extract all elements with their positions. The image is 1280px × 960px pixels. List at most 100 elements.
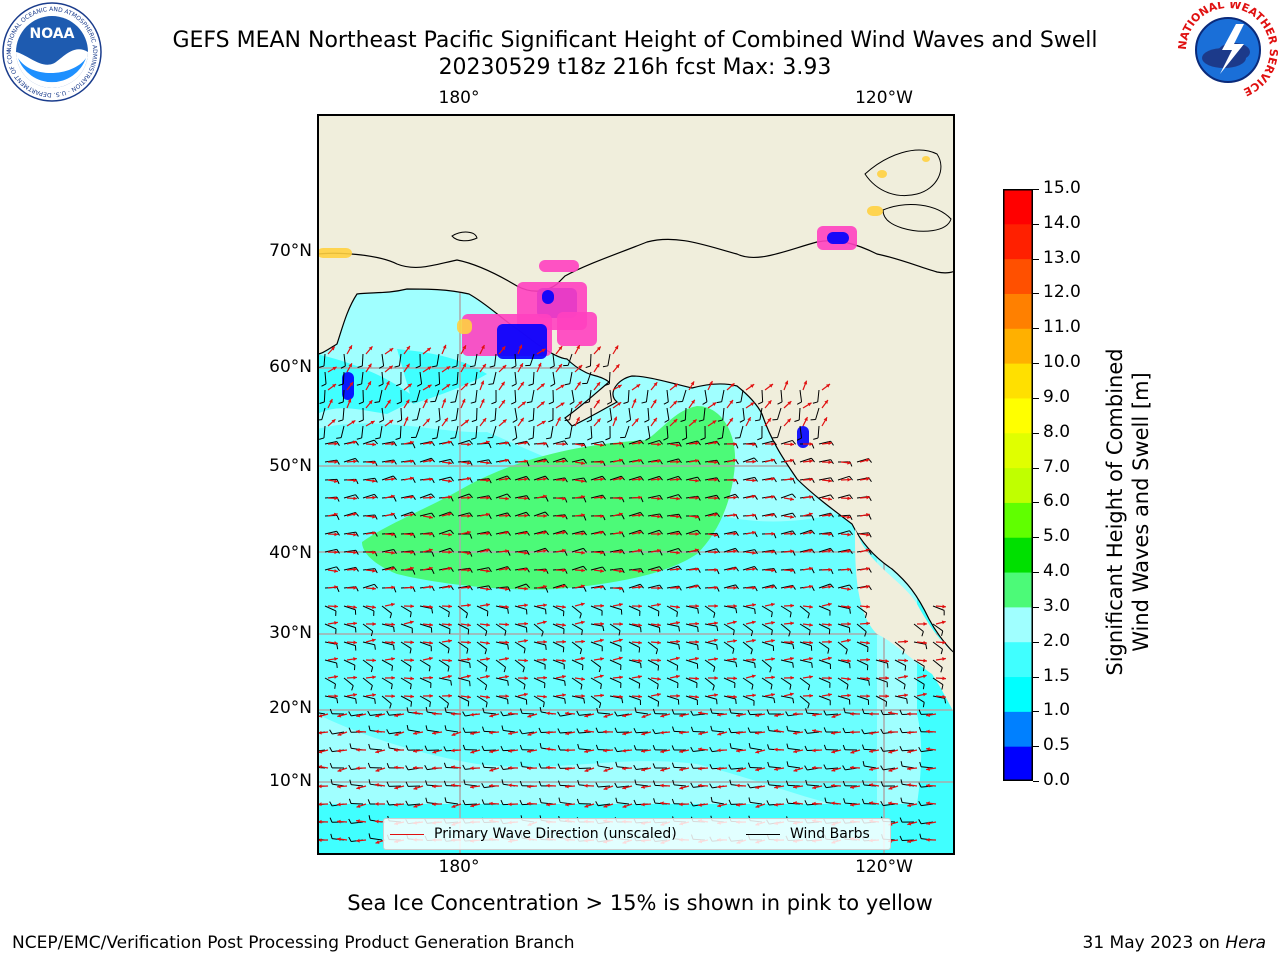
lat-label-60n: 60°N <box>269 357 312 377</box>
footer-credit: NCEP/EMC/Verification Post Processing Pr… <box>12 933 575 953</box>
colorbar-segment <box>1003 746 1033 781</box>
colorbar-segment <box>1003 189 1033 225</box>
footer-machine: Hera <box>1225 933 1266 953</box>
colorbar <box>1003 189 1033 781</box>
sea-ice-patch <box>539 260 579 272</box>
colorbar-tick-label: 6.0 <box>1043 491 1071 512</box>
land-arctic-island <box>864 149 942 197</box>
colorbar-tick <box>1033 711 1039 713</box>
legend-item-wind-barbs: Wind Barbs <box>746 819 870 849</box>
colorbar-tick-label: 2.0 <box>1043 630 1071 651</box>
legend-item-wave-direction: Primary Wave Direction (unscaled) <box>390 819 677 849</box>
colorbar-tick <box>1033 676 1039 678</box>
ocean-wave-3-4m-zone <box>362 406 736 590</box>
colorbar-tick <box>1033 502 1039 504</box>
lon-label-bottom-180: 180° <box>438 857 480 877</box>
lat-label-50n: 50°N <box>269 456 312 476</box>
colorbar-tick-label: 15.0 <box>1043 178 1081 198</box>
colorbar-label-line2: Wind Waves and Swell [m] <box>1129 372 1153 652</box>
lat-label-30n: 30°N <box>269 623 312 643</box>
sea-ice-patch <box>797 426 809 448</box>
lon-label-bottom-120w: 120°W <box>855 857 913 877</box>
colorbar-segment <box>1003 293 1033 329</box>
colorbar-tick-label: 7.0 <box>1043 456 1071 477</box>
sea-ice-patch <box>867 206 883 216</box>
colorbar-tick <box>1033 258 1039 260</box>
map-frame <box>317 114 955 855</box>
sea-ice-patch <box>317 248 352 258</box>
noaa-logo-icon: NOAA NATIONAL OCEANIC AND ATMOSPHERIC AD… <box>2 2 102 102</box>
wave-height-map <box>317 114 955 855</box>
colorbar-tick-label: 12.0 <box>1043 282 1081 303</box>
colorbar-tick-label: 0.0 <box>1043 770 1071 790</box>
colorbar-segment <box>1003 397 1033 434</box>
colorbar-tick <box>1033 606 1039 608</box>
colorbar-tick-label: 4.0 <box>1043 561 1071 582</box>
lat-label-40n: 40°N <box>269 543 312 563</box>
colorbar-segment <box>1003 641 1033 678</box>
page-title: GEFS MEAN Northeast Pacific Significant … <box>172 28 1098 53</box>
legend-wave-label: Primary Wave Direction (unscaled) <box>434 826 677 842</box>
colorbar-tick <box>1033 328 1039 330</box>
colorbar-segment <box>1003 432 1033 469</box>
land-arctic-island <box>882 204 952 232</box>
land-arctic-coast <box>317 114 955 292</box>
sea-ice-note: Sea Ice Concentration > 15% is shown in … <box>347 891 933 915</box>
colorbar-segment <box>1003 572 1033 608</box>
colorbar-segment <box>1003 467 1033 503</box>
lat-label-20n: 20°N <box>269 698 312 718</box>
colorbar-tick <box>1033 432 1039 434</box>
colorbar-tick-label: 0.5 <box>1043 735 1071 756</box>
colorbar-tick <box>1033 223 1039 225</box>
colorbar-tick <box>1033 781 1039 782</box>
colorbar-tick-label: 11.0 <box>1043 317 1081 338</box>
lon-label-top-120w: 120°W <box>855 88 913 108</box>
sea-ice-patch <box>542 290 554 304</box>
colorbar-tick-label: 9.0 <box>1043 386 1071 407</box>
colorbar-segment <box>1003 537 1033 573</box>
colorbar-tick <box>1033 397 1039 399</box>
wave-direction-swatch <box>390 833 424 835</box>
colorbar-segment <box>1003 676 1033 712</box>
colorbar-tick-label: 5.0 <box>1043 526 1071 547</box>
colorbar-tick <box>1033 537 1039 539</box>
forecast-subtitle: 20230529 t18z 216h fcst Max: 3.93 <box>438 55 832 80</box>
colorbar-segment <box>1003 328 1033 364</box>
land-island <box>451 231 478 242</box>
colorbar-tick-label: 14.0 <box>1043 212 1081 233</box>
colorbar-segment <box>1003 711 1033 747</box>
colorbar-label: Significant Height of Combined Wind Wave… <box>1102 212 1154 812</box>
colorbar-tick-label: 3.0 <box>1043 595 1071 616</box>
colorbar-tick <box>1033 746 1039 748</box>
lon-label-top-180: 180° <box>438 88 480 108</box>
colorbar-tick-label: 8.0 <box>1043 421 1071 442</box>
colorbar-segment <box>1003 363 1033 399</box>
sea-ice-patch <box>557 312 597 346</box>
map-legend: Primary Wave Direction (unscaled) Wind B… <box>383 818 891 850</box>
lat-label-10n: 10°N <box>269 771 312 791</box>
sea-ice-patch <box>877 170 887 178</box>
colorbar-tick-label: 13.0 <box>1043 247 1081 268</box>
sea-ice-patch <box>922 156 930 162</box>
colorbar-tick-label: 1.0 <box>1043 700 1071 721</box>
svg-text:NOAA: NOAA <box>30 26 75 42</box>
colorbar-segment <box>1003 502 1033 538</box>
sea-ice-patch <box>457 319 472 334</box>
nws-logo-icon: NATIONAL WEATHER SERVICE <box>1178 2 1278 98</box>
footer-date: 31 May 2023 on Hera <box>1083 933 1267 953</box>
lat-label-70n: 70°N <box>269 241 312 261</box>
footer-date-text: 31 May 2023 on <box>1082 933 1226 953</box>
land-west-coast <box>837 469 955 855</box>
colorbar-segment <box>1003 606 1033 643</box>
colorbar-tick-label: 10.0 <box>1043 352 1081 373</box>
colorbar-tick <box>1033 363 1039 365</box>
sea-ice-patch <box>497 324 547 359</box>
colorbar-tick <box>1033 467 1039 469</box>
colorbar-tick-label: 1.5 <box>1043 665 1071 686</box>
colorbar-tick <box>1033 189 1039 190</box>
wind-barb-swatch <box>746 833 780 835</box>
colorbar-segment <box>1003 223 1033 260</box>
colorbar-tick <box>1033 572 1039 574</box>
legend-wind-label: Wind Barbs <box>790 826 870 842</box>
colorbar-tick <box>1033 293 1039 295</box>
